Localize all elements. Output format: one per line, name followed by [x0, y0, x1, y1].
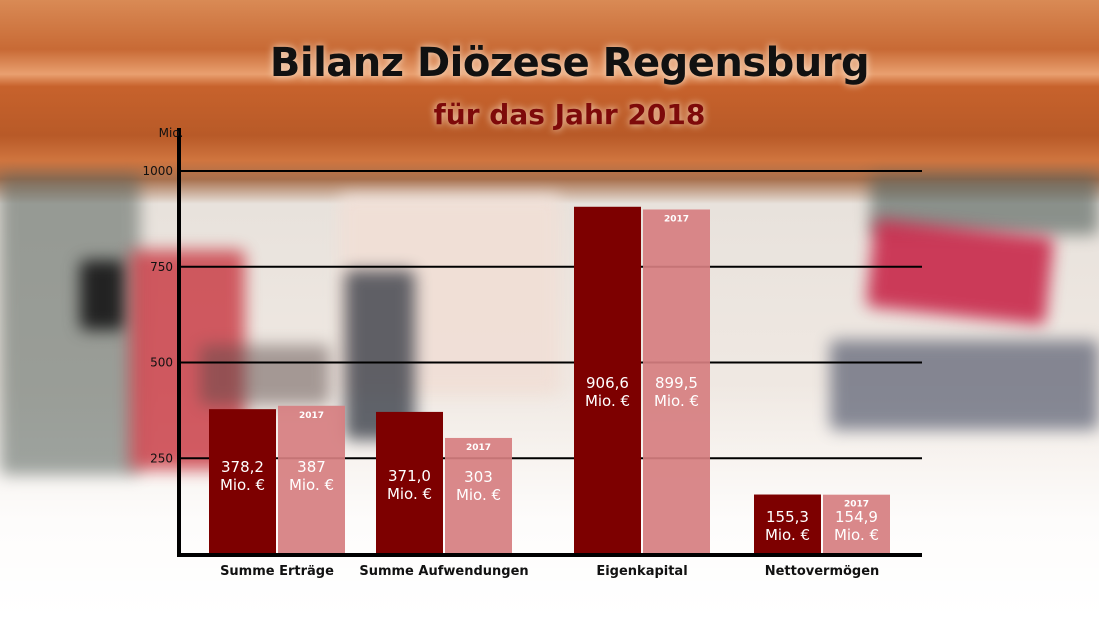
value-label: 906,6 [586, 374, 629, 392]
value-label: 378,2 [221, 458, 264, 476]
value-unit-label: Mio. € [834, 526, 879, 544]
y-axis-label: Mio. [159, 126, 184, 140]
value-unit-label: Mio. € [765, 526, 810, 544]
value-label: 899,5 [655, 374, 698, 392]
value-unit-label: Mio. € [456, 486, 501, 504]
bar-year-tag: 2017 [466, 443, 491, 453]
category-label: Summe Aufwendungen [359, 564, 528, 579]
bar-2018-0 [209, 409, 276, 554]
bar-2017-1 [445, 437, 512, 554]
value-label: 371,0 [388, 467, 431, 485]
bar-year-tag: 2017 [844, 500, 869, 510]
bar-2017-2 [643, 209, 710, 554]
bars [209, 206, 890, 554]
value-label: 303 [464, 468, 493, 486]
bar-2018-1 [376, 411, 443, 554]
chart-title: Bilanz Diözese Regensburg [269, 40, 870, 86]
bar-2017-0 [278, 405, 345, 554]
speaker-person [345, 270, 415, 440]
value-label: 155,3 [766, 508, 809, 526]
bar-year-tag: 2017 [299, 411, 324, 421]
value-unit-label: Mio. € [220, 476, 265, 494]
value-label: 154,9 [835, 508, 878, 526]
value-label: 387 [297, 458, 326, 476]
bar-2017-3 [823, 494, 890, 554]
category-label: Summe Erträge [220, 564, 334, 579]
y-tick-label: 250 [150, 451, 173, 465]
bar-year-tag: 2017 [664, 214, 689, 224]
y-tick-label: 1000 [142, 164, 173, 178]
value-unit-label: Mio. € [289, 476, 334, 494]
y-tick-label: 750 [150, 260, 173, 274]
value-unit-label: Mio. € [654, 392, 699, 410]
chart-subtitle: für das Jahr 2018 [433, 98, 706, 131]
value-unit-label: Mio. € [585, 392, 630, 410]
audience-left [200, 345, 330, 405]
bar-2018-2 [574, 206, 641, 554]
category-label: Eigenkapital [596, 564, 687, 579]
speaker-box [80, 260, 125, 330]
bar-2018-3 [754, 494, 821, 554]
category-label: Nettovermögen [765, 564, 880, 579]
value-unit-label: Mio. € [387, 485, 432, 503]
audience-right [830, 340, 1099, 430]
y-tick-label: 500 [150, 356, 173, 370]
axes [177, 128, 922, 557]
